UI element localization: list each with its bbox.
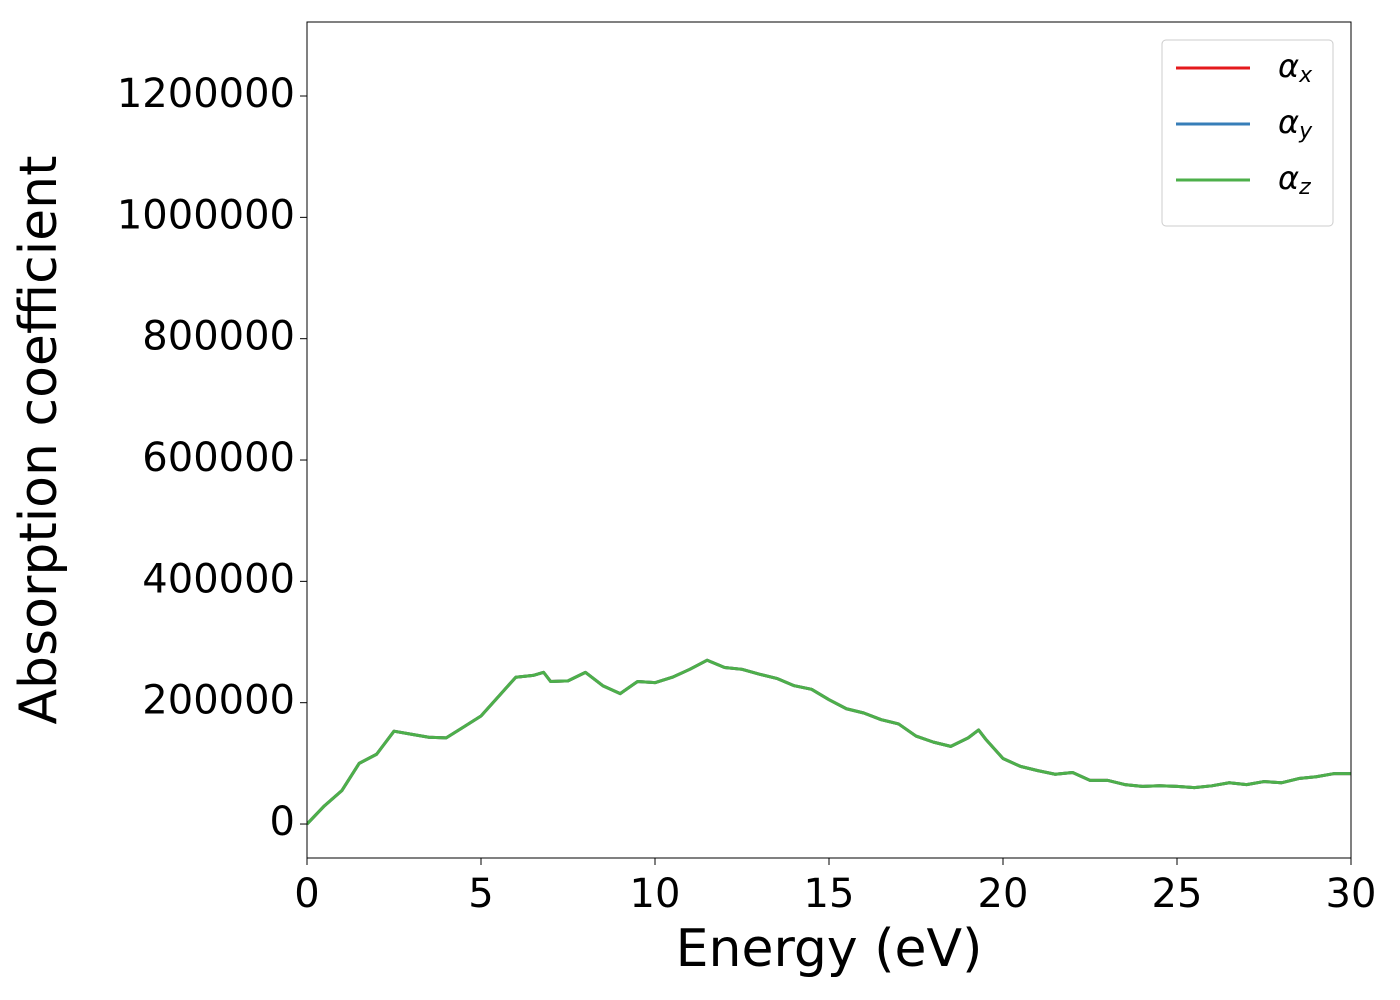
x-tick-label: 30 [1326, 871, 1377, 917]
x-tick-label: 10 [630, 871, 681, 917]
legend-label: αz [1278, 159, 1311, 200]
y-axis-label: Absorption coefficient [9, 155, 69, 724]
y-tick-label: 400000 [142, 556, 295, 602]
y-tick-label: 600000 [142, 435, 295, 481]
x-tick-label: 0 [294, 871, 319, 917]
legend-label: αx [1278, 47, 1313, 88]
x-axis-label: Energy (eV) [676, 919, 983, 979]
series-line [307, 658, 1351, 826]
plot-frame [306, 21, 1352, 859]
y-tick-label: 200000 [142, 678, 295, 724]
x-tick-label: 25 [1152, 871, 1203, 917]
y-tick-label: 0 [270, 799, 295, 845]
x-tick-label: 5 [468, 871, 493, 917]
x-tick-label: 15 [804, 871, 855, 917]
x-tick-label: 20 [978, 871, 1029, 917]
y-tick-label: 1200000 [117, 71, 295, 117]
y-tick-label: 800000 [142, 314, 295, 360]
legend-label: αy [1278, 103, 1313, 144]
y-tick-label: 1000000 [117, 192, 295, 238]
series-line [307, 658, 1351, 826]
series-line [307, 658, 1351, 826]
